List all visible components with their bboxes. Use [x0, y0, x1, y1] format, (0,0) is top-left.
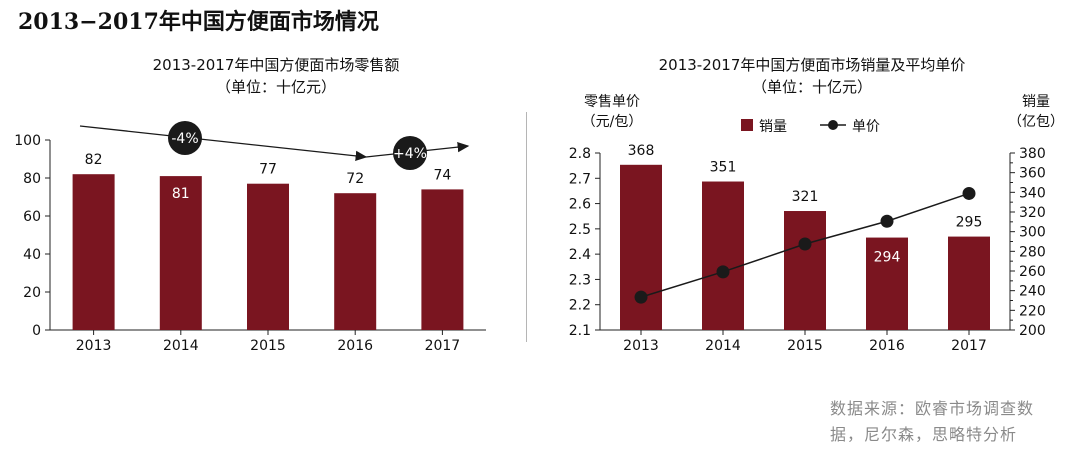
legend-bar-label: 销量 [759, 119, 787, 135]
left-change-badge-label: +4% [393, 146, 427, 162]
right-right-axis-tick-label: 280 [1019, 244, 1046, 260]
left-y-tick-label: 100 [14, 133, 41, 149]
left-x-tick-label: 2013 [76, 338, 112, 354]
left-change-badge-label: -4% [171, 131, 198, 147]
right-x-tick-label: 2014 [705, 338, 741, 354]
right-right-axis-tick-label: 220 [1019, 303, 1046, 319]
right-right-axis-tick-label: 260 [1019, 264, 1046, 280]
right-x-tick-label: 2016 [869, 338, 905, 354]
right-left-axis-unit: （元/包） [582, 114, 643, 130]
left-change-badge [393, 136, 427, 170]
right-chart-subtitle: （单位：十亿元） [752, 78, 872, 96]
right-chart-title: 2013-2017年中国方便面市场销量及平均单价 [659, 56, 966, 74]
left-bar-label-2013: 82 [85, 152, 103, 168]
right-right-axis-label: 销量 [1022, 94, 1050, 110]
right-x-tick-label: 2017 [951, 338, 987, 354]
right-bar-label-2016: 294 [874, 250, 901, 266]
divider-line [526, 112, 527, 342]
right-bar-2014 [702, 181, 744, 330]
right-x-tick-label: 2015 [787, 338, 823, 354]
left-chart-subtitle: （单位：十亿元） [216, 78, 336, 96]
right-right-axis-tick-label: 200 [1019, 323, 1046, 339]
left-y-tick-label: 0 [32, 323, 41, 339]
left-bar-label-2017: 74 [433, 167, 451, 183]
right-bar-label-2017: 295 [956, 215, 983, 231]
right-bar-label-2015: 321 [792, 189, 819, 205]
left-x-tick-label: 2015 [250, 338, 286, 354]
right-left-axis-label: 零售单价 [584, 94, 640, 110]
left-y-tick-label: 40 [23, 247, 41, 263]
price-point-2015 [798, 237, 812, 251]
left-trend-arrow-down [79, 125, 368, 162]
price-point-2014 [716, 265, 730, 279]
price-point-2016 [880, 214, 894, 228]
legend-line-label: 单价 [852, 119, 880, 135]
left-bar-2014 [159, 176, 202, 330]
left-x-tick-label: 2016 [337, 338, 373, 354]
right-right-axis-unit: （亿包） [1008, 114, 1064, 130]
data-source-line-2: 据，尼尔森，思略特分析 [830, 425, 1018, 444]
right-x-tick-label: 2013 [623, 338, 659, 354]
left-bar-label-2016: 72 [346, 171, 364, 187]
right-bar-label-2014: 351 [710, 160, 737, 176]
right-right-axis-tick-label: 380 [1019, 146, 1046, 162]
left-bar-2017 [421, 189, 464, 330]
left-x-tick-label: 2014 [163, 338, 199, 354]
left-bar-2015 [247, 183, 289, 330]
right-bar-2015 [784, 211, 826, 330]
right-bar-label-2013: 368 [628, 143, 655, 159]
right-left-axis-tick-label: 2.3 [569, 272, 591, 288]
data-source: 数据来源：欧睿市场调查数 据，尼尔森，思略特分析 [830, 396, 1066, 448]
price-point-2017 [962, 186, 976, 200]
left-y-tick-label: 60 [23, 209, 41, 225]
right-left-axis-tick-label: 2.1 [569, 323, 591, 339]
right-left-axis-tick-label: 2.7 [569, 171, 591, 187]
left-bar-2016 [334, 193, 377, 330]
left-chart-title: 2013-2017年中国方便面市场零售额 [153, 56, 400, 74]
data-source-line-1: 数据来源：欧睿市场调查数 [830, 399, 1035, 418]
right-left-axis-tick-label: 2.8 [569, 146, 591, 162]
left-change-badge [168, 121, 202, 155]
left-bar-2013 [72, 174, 115, 330]
left-y-tick-label: 80 [23, 171, 41, 187]
right-bar-2016 [866, 237, 908, 330]
legend-bar-swatch [741, 119, 753, 131]
legend-line-marker [828, 120, 838, 130]
right-right-axis-tick-label: 340 [1019, 185, 1046, 201]
main-title: 2013−2017年中国方便面市场情况 [18, 9, 379, 35]
right-left-axis-tick-label: 2.2 [569, 298, 591, 314]
right-left-axis-tick-label: 2.6 [569, 197, 591, 213]
right-left-axis-tick-label: 2.4 [569, 247, 591, 263]
right-bar-2017 [948, 236, 990, 330]
left-x-tick-label: 2017 [425, 338, 461, 354]
right-left-axis-tick-label: 2.5 [569, 222, 591, 238]
right-right-axis-tick-label: 240 [1019, 284, 1046, 300]
left-bar-label-2015: 77 [259, 162, 277, 178]
right-right-axis-tick-label: 320 [1019, 205, 1046, 221]
left-bar-label-2014: 81 [172, 186, 190, 202]
price-point-2013 [634, 290, 648, 304]
right-bar-2013 [620, 164, 662, 330]
left-y-tick-label: 20 [23, 285, 41, 301]
right-right-axis-tick-label: 300 [1019, 225, 1046, 241]
right-right-axis-tick-label: 360 [1019, 166, 1046, 182]
